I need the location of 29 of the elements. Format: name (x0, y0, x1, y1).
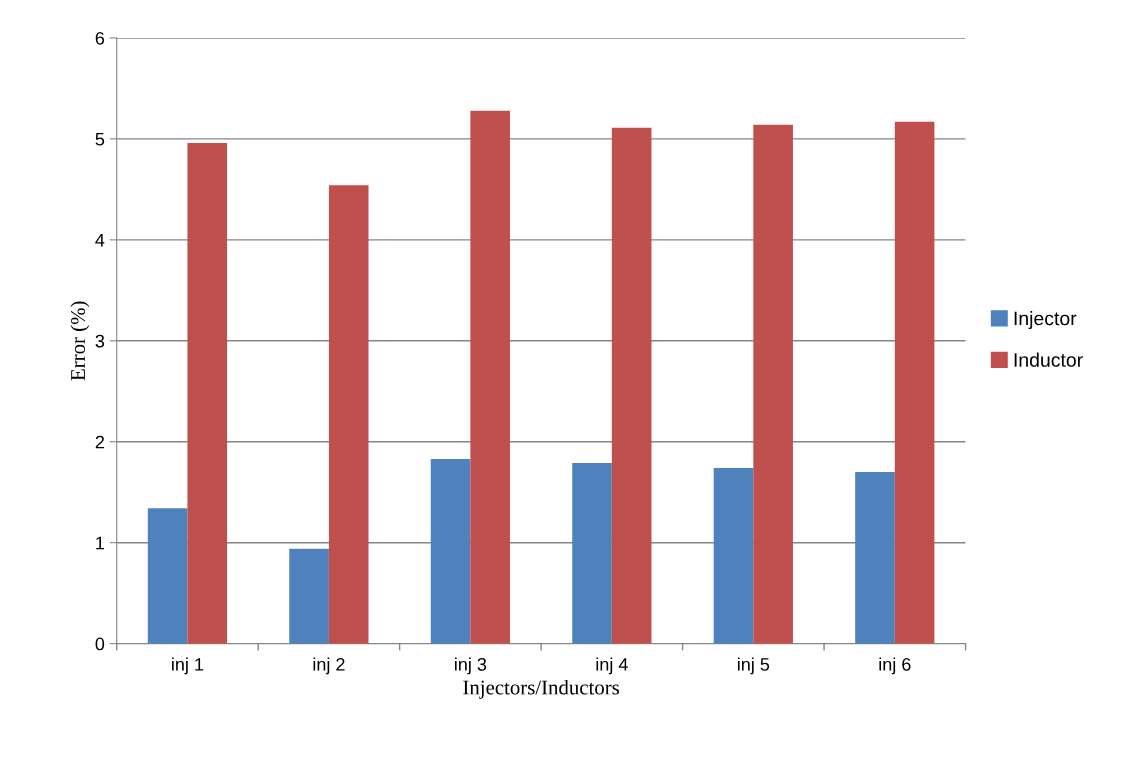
bar (572, 462, 612, 644)
x-tick-label: inj 5 (737, 657, 770, 675)
y-tick-label: 1 (96, 536, 104, 550)
x-tick-label: inj 2 (313, 657, 345, 675)
bar (289, 548, 329, 644)
bar (187, 142, 228, 644)
x-tick-label: inj 1 (172, 657, 204, 675)
bar (611, 127, 652, 644)
bar (713, 467, 754, 644)
bar (328, 185, 369, 644)
bar (147, 508, 188, 644)
legend-label: Injector (1014, 311, 1077, 330)
x-tick-label: inj 6 (879, 657, 911, 675)
y-tick-label: 5 (95, 133, 105, 146)
y-tick-label: 3 (95, 334, 105, 348)
bar (753, 124, 793, 644)
x-tick-label: inj 4 (596, 657, 628, 675)
legend-label: Inductor (1014, 352, 1083, 367)
x-tick-label: inj 3 (455, 657, 487, 675)
y-axis-title: Error (%) (70, 301, 90, 381)
x-axis-title: Injectors/Inductors (463, 679, 620, 699)
y-tick-label: 4 (95, 233, 105, 247)
bar (470, 110, 510, 644)
bar (430, 458, 471, 644)
bar (855, 472, 895, 644)
y-tick-label: 6 (95, 31, 105, 45)
y-tick-label: 2 (95, 435, 104, 449)
y-tick-label: 0 (95, 637, 105, 651)
bar (894, 121, 935, 644)
